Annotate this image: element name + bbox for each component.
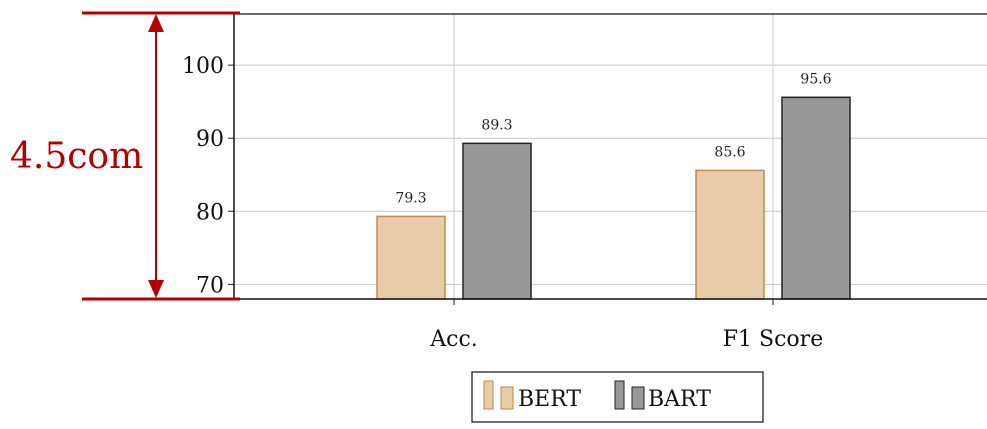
x-tick-label: F1 Score: [723, 327, 823, 352]
bar-bart-1: [781, 96, 851, 300]
bar-bart-0: [462, 142, 532, 300]
legend-swatch-bert: [500, 386, 514, 410]
data-label: 79.3: [395, 190, 426, 206]
grid-layer: [234, 14, 987, 299]
legend-swatch-bart: [631, 386, 645, 410]
annotation-arrow-up-icon: [148, 14, 164, 32]
axes-layer: [228, 13, 987, 305]
height-annotation: 4.5com: [10, 11, 240, 301]
legend-swatch-bert: [483, 380, 494, 410]
data-label: 85.6: [714, 144, 745, 160]
bar-bert-1: [695, 169, 765, 300]
bars-layer: [376, 96, 851, 300]
y-tick-label: 70: [196, 273, 224, 298]
legend-swatch-bart: [614, 380, 625, 410]
annotation-arrow-down-icon: [148, 280, 164, 298]
data-label: 89.3: [481, 117, 512, 133]
bar-bert-0: [376, 215, 446, 300]
legend-label-bert: BERT: [518, 387, 581, 412]
y-tick-label: 100: [182, 54, 224, 79]
legend: BERT BART: [471, 371, 764, 423]
x-tick-label: Acc.: [429, 327, 478, 352]
labels-layer: 70 80 90 100 Acc. F1 Score 79.3 85.6 89.3 95.6: [182, 54, 832, 352]
legend-label-bart: BART: [648, 387, 711, 412]
data-label: 95.6: [800, 71, 831, 87]
annotation-label: 4.5com: [10, 136, 143, 177]
y-tick-label: 80: [196, 200, 224, 225]
y-tick-label: 90: [196, 127, 224, 152]
